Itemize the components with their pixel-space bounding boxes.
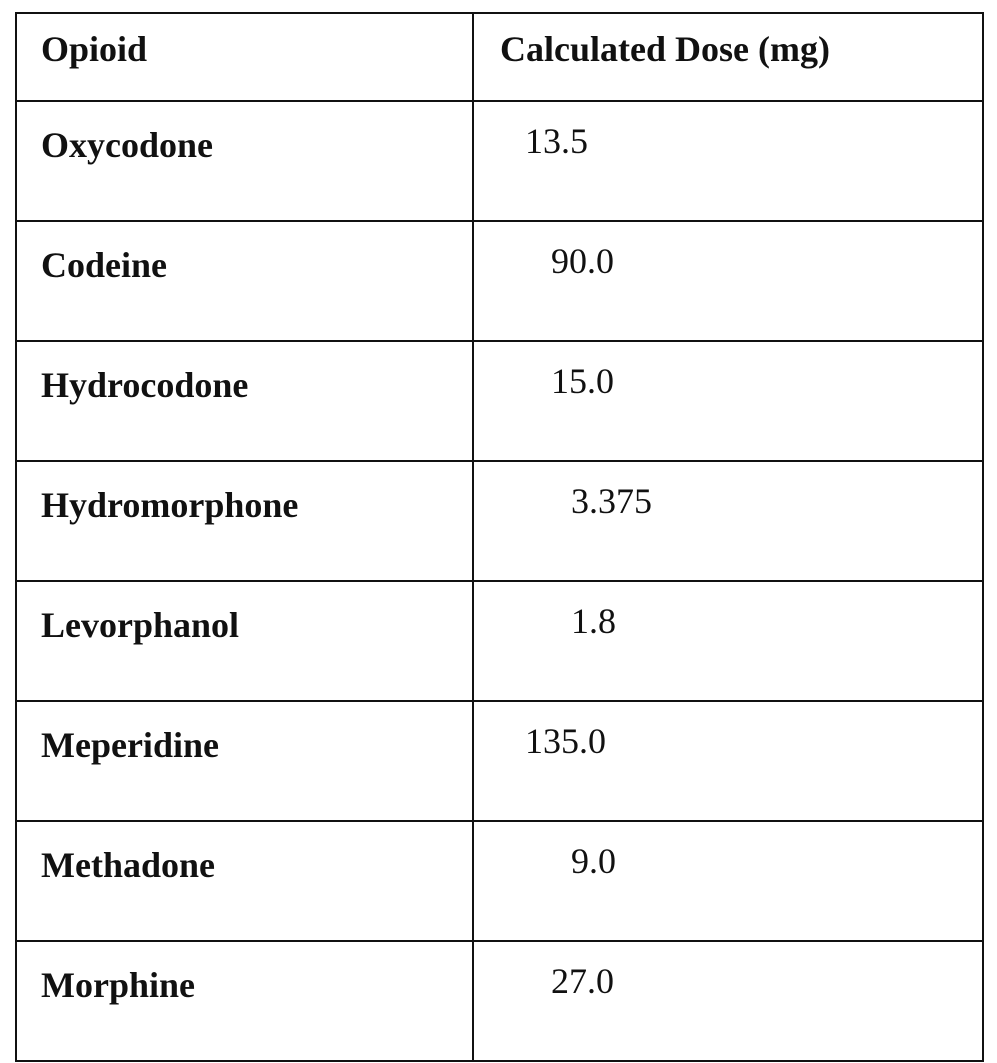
opioid-cell: Hydrocodone xyxy=(16,341,473,461)
table-row: Methadone 9.0 xyxy=(16,821,983,941)
opioid-name: Hydromorphone xyxy=(41,484,298,526)
dose-cell: 27.0 xyxy=(473,941,983,1061)
header-calculated-dose: Calculated Dose (mg) xyxy=(500,28,830,70)
dose-value: 9.0 xyxy=(571,840,616,882)
opioid-name: Meperidine xyxy=(41,724,219,766)
dose-cell: 90.0 xyxy=(473,221,983,341)
opioid-cell: Codeine xyxy=(16,221,473,341)
opioid-cell: Morphine xyxy=(16,941,473,1061)
header-opioid: Opioid xyxy=(41,28,147,70)
table-row: Hydromorphone 3.375 xyxy=(16,461,983,581)
dose-cell: 13.5 xyxy=(473,101,983,221)
opioid-cell: Oxycodone xyxy=(16,101,473,221)
opioid-name: Levorphanol xyxy=(41,604,239,646)
opioid-dose-table: Opioid Calculated Dose (mg) Oxycodone 13.… xyxy=(15,12,984,1062)
opioid-cell: Meperidine xyxy=(16,701,473,821)
header-cell-dose: Calculated Dose (mg) xyxy=(473,13,983,101)
opioid-cell: Hydromorphone xyxy=(16,461,473,581)
dose-value: 27.0 xyxy=(551,960,614,1002)
table-row: Morphine 27.0 xyxy=(16,941,983,1061)
table-row: Codeine 90.0 xyxy=(16,221,983,341)
dose-value: 135.0 xyxy=(525,720,606,762)
dose-value: 90.0 xyxy=(551,240,614,282)
header-cell-opioid: Opioid xyxy=(16,13,473,101)
table-row: Levorphanol 1.8 xyxy=(16,581,983,701)
opioid-name: Codeine xyxy=(41,244,167,286)
table-row: Hydrocodone 15.0 xyxy=(16,341,983,461)
dose-value: 3.375 xyxy=(571,480,652,522)
dose-cell: 15.0 xyxy=(473,341,983,461)
dose-cell: 9.0 xyxy=(473,821,983,941)
dose-cell: 3.375 xyxy=(473,461,983,581)
opioid-name: Methadone xyxy=(41,844,215,886)
opioid-cell: Levorphanol xyxy=(16,581,473,701)
dose-value: 1.8 xyxy=(571,600,616,642)
opioid-name: Morphine xyxy=(41,964,195,1006)
opioid-name: Hydrocodone xyxy=(41,364,248,406)
dose-cell: 1.8 xyxy=(473,581,983,701)
opioid-cell: Methadone xyxy=(16,821,473,941)
table-header-row: Opioid Calculated Dose (mg) xyxy=(16,13,983,101)
opioid-name: Oxycodone xyxy=(41,124,213,166)
dose-cell: 135.0 xyxy=(473,701,983,821)
dose-value: 15.0 xyxy=(551,360,614,402)
table-row: Meperidine 135.0 xyxy=(16,701,983,821)
dose-value: 13.5 xyxy=(525,120,588,162)
table-row: Oxycodone 13.5 xyxy=(16,101,983,221)
